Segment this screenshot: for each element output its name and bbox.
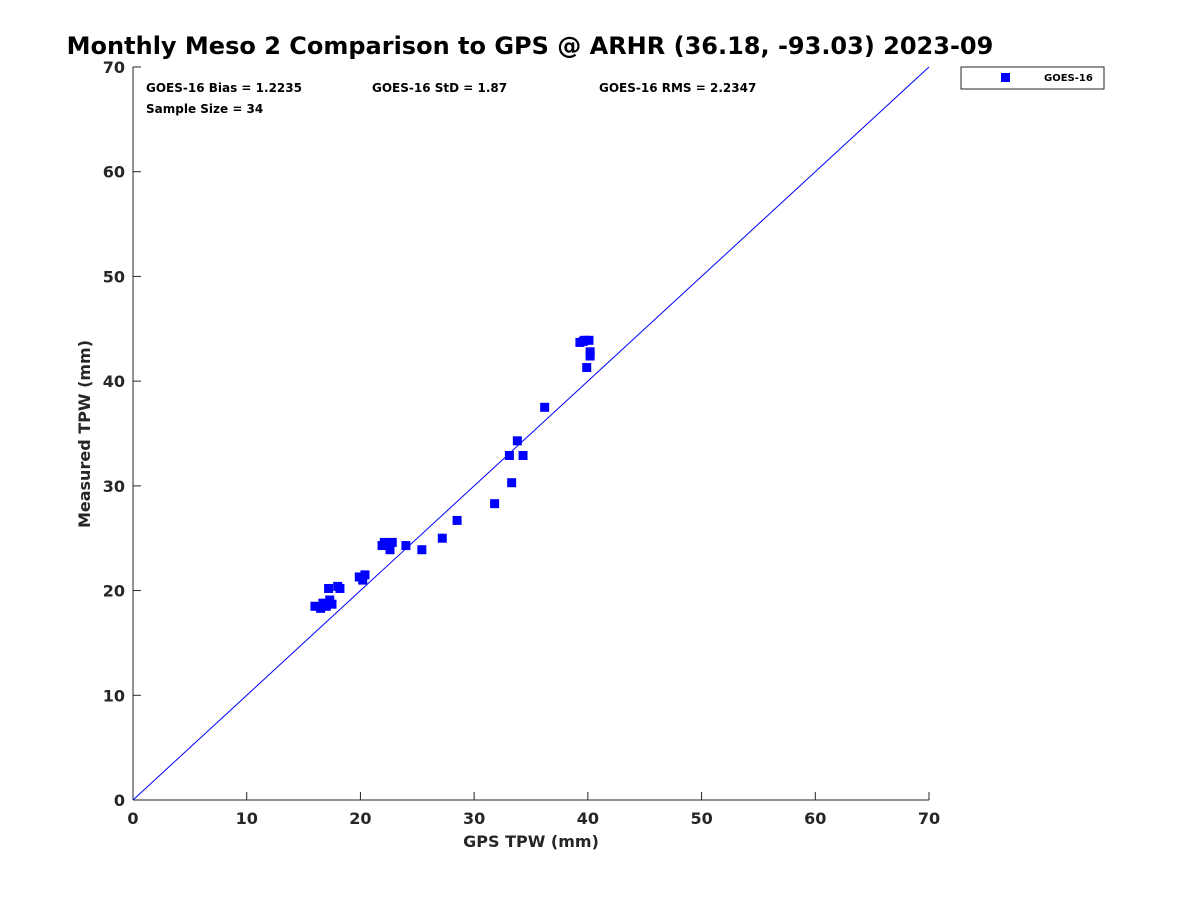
data-point <box>385 545 395 555</box>
data-point <box>316 603 326 613</box>
data-point <box>437 533 447 543</box>
legend-label-goes16: GOES-16 <box>1044 73 1093 84</box>
y-tick-label: 10 <box>103 686 125 705</box>
y-tick-label: 50 <box>103 267 125 286</box>
plot-area: 0 10 20 30 40 50 60 70 0 10 20 30 40 50 60 70 GOES-16 B… <box>103 58 940 828</box>
data-point <box>321 601 331 611</box>
y-axis-label: Measured TPW (mm) <box>75 340 94 528</box>
data-point <box>507 478 517 488</box>
data-point <box>387 537 397 547</box>
data-point <box>360 570 370 580</box>
data-point <box>518 450 528 460</box>
x-axis-label: GPS TPW (mm) <box>463 832 599 851</box>
data-points <box>310 335 595 613</box>
data-point <box>358 575 368 585</box>
y-tick-label: 60 <box>103 163 125 182</box>
data-point <box>324 583 334 593</box>
x-tick-label: 50 <box>690 809 712 828</box>
stat-std: GOES-16 StD = 1.87 <box>372 81 507 95</box>
data-point <box>504 450 514 460</box>
y-tick-label: 30 <box>103 477 125 496</box>
data-point <box>327 599 337 609</box>
data-point <box>512 436 522 446</box>
data-point <box>452 515 462 525</box>
data-point <box>490 499 500 509</box>
stat-bias: GOES-16 Bias = 1.2235 <box>146 81 302 95</box>
y-tick-label: 20 <box>103 582 125 601</box>
x-tick-label: 70 <box>918 809 940 828</box>
y-tick-label: 40 <box>103 372 125 391</box>
x-tick-label: 0 <box>127 809 138 828</box>
legend-marker-square <box>1001 73 1010 82</box>
data-point <box>582 363 592 373</box>
y-tick-label: 70 <box>103 58 125 77</box>
legend: GOES-16 <box>960 66 1105 90</box>
stat-rms: GOES-16 RMS = 2.2347 <box>599 81 756 95</box>
x-tick-label: 60 <box>804 809 826 828</box>
stat-sample-size: Sample Size = 34 <box>146 102 263 116</box>
y-tick-label: 0 <box>114 791 125 810</box>
x-tick-label: 10 <box>236 809 258 828</box>
x-tick-label: 40 <box>577 809 599 828</box>
data-point <box>585 351 595 361</box>
data-point <box>401 541 411 551</box>
ticks: 0 10 20 30 40 50 60 70 0 10 20 30 40 50 60 70 <box>103 58 940 828</box>
chart-title: Monthly Meso 2 Comparison to GPS @ ARHR … <box>67 32 994 60</box>
data-point <box>540 402 550 412</box>
data-point <box>584 335 594 345</box>
data-point <box>578 336 588 346</box>
data-point <box>417 545 427 555</box>
x-tick-label: 30 <box>463 809 485 828</box>
legend-box <box>960 66 1105 90</box>
data-point <box>310 601 320 611</box>
data-point <box>335 583 345 593</box>
x-tick-label: 20 <box>349 809 371 828</box>
one-to-one-line <box>132 66 930 801</box>
data-point <box>379 537 389 547</box>
